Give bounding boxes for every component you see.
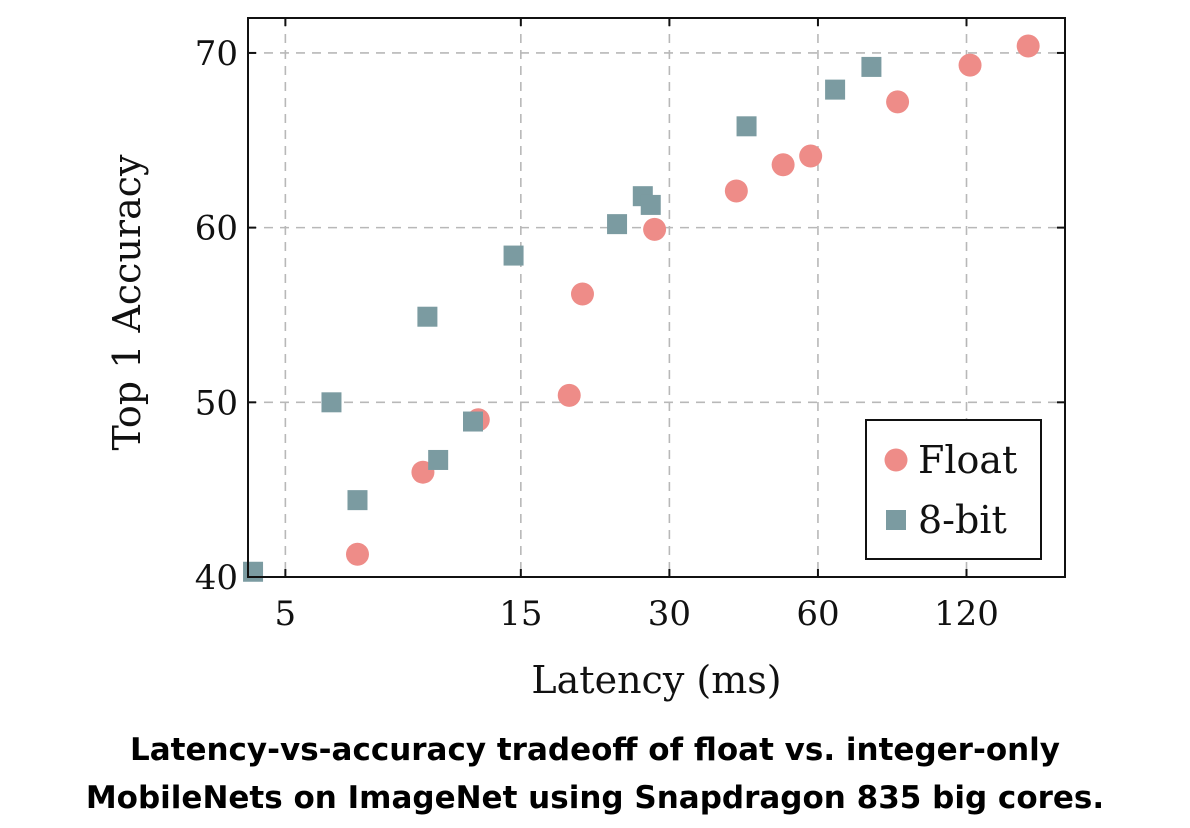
eight-bit-point <box>861 56 882 77</box>
plot-frame <box>247 17 1066 578</box>
eight-bit-point <box>503 245 524 266</box>
caption-line-2: MobileNets on ImageNet using Snapdragon … <box>85 780 1105 816</box>
float-point <box>724 179 748 203</box>
legend-label: Float <box>918 438 1017 482</box>
figure-caption: Latency-vs-accuracy tradeoff of float vs… <box>0 726 1190 822</box>
x-tick-label: 60 <box>796 594 839 634</box>
scatter-plot: 5 15 30 60 120 40 50 60 70 Float 8-bit Latency (… <box>105 17 1066 702</box>
data-points <box>243 34 1040 582</box>
float-point <box>958 53 982 77</box>
legend-8bit-marker <box>886 510 906 530</box>
caption-line-1: Latency-vs-accuracy tradeoff of float vs… <box>129 732 1061 768</box>
float-point <box>799 144 823 168</box>
legend: Float 8-bit <box>865 419 1042 560</box>
x-tick-label: 120 <box>934 594 999 634</box>
float-point <box>886 90 910 114</box>
eight-bit-point <box>417 306 438 327</box>
float-point <box>1016 34 1040 58</box>
y-tick-label: 50 <box>195 383 238 423</box>
y-tick-label: 60 <box>195 209 238 249</box>
x-axis-title: Latency (ms) <box>531 658 781 702</box>
eight-bit-point <box>736 116 757 137</box>
float-point <box>557 383 581 407</box>
eight-bit-point <box>607 214 628 235</box>
eight-bit-point <box>321 392 342 413</box>
chart: 5 15 30 60 120 40 50 60 70 Float 8-bit Latency (… <box>105 17 1066 702</box>
eight-bit-point <box>428 449 449 470</box>
eight-bit-point <box>463 411 484 432</box>
eight-bit-point <box>825 79 846 100</box>
y-axis-ticks: 40 50 60 70 <box>195 34 1065 598</box>
x-tick-label: 5 <box>275 594 297 634</box>
eight-bit-point <box>243 561 264 582</box>
legend-box <box>865 419 1042 560</box>
y-axis-title: Top 1 Accuracy <box>105 154 149 451</box>
legend-label: 8-bit <box>918 498 1007 542</box>
x-tick-label: 15 <box>499 594 542 634</box>
eight-bit-point <box>640 194 661 215</box>
float-point <box>345 542 369 566</box>
eight-bit-point <box>347 490 368 511</box>
float-point <box>570 282 594 306</box>
float-point <box>771 153 795 177</box>
y-tick-label: 70 <box>195 34 238 74</box>
float-point <box>643 217 667 241</box>
legend-float-marker <box>884 448 908 472</box>
x-tick-label: 30 <box>648 594 691 634</box>
y-tick-label: 40 <box>195 558 238 598</box>
x-axis-ticks: 5 15 30 60 120 <box>275 18 999 634</box>
